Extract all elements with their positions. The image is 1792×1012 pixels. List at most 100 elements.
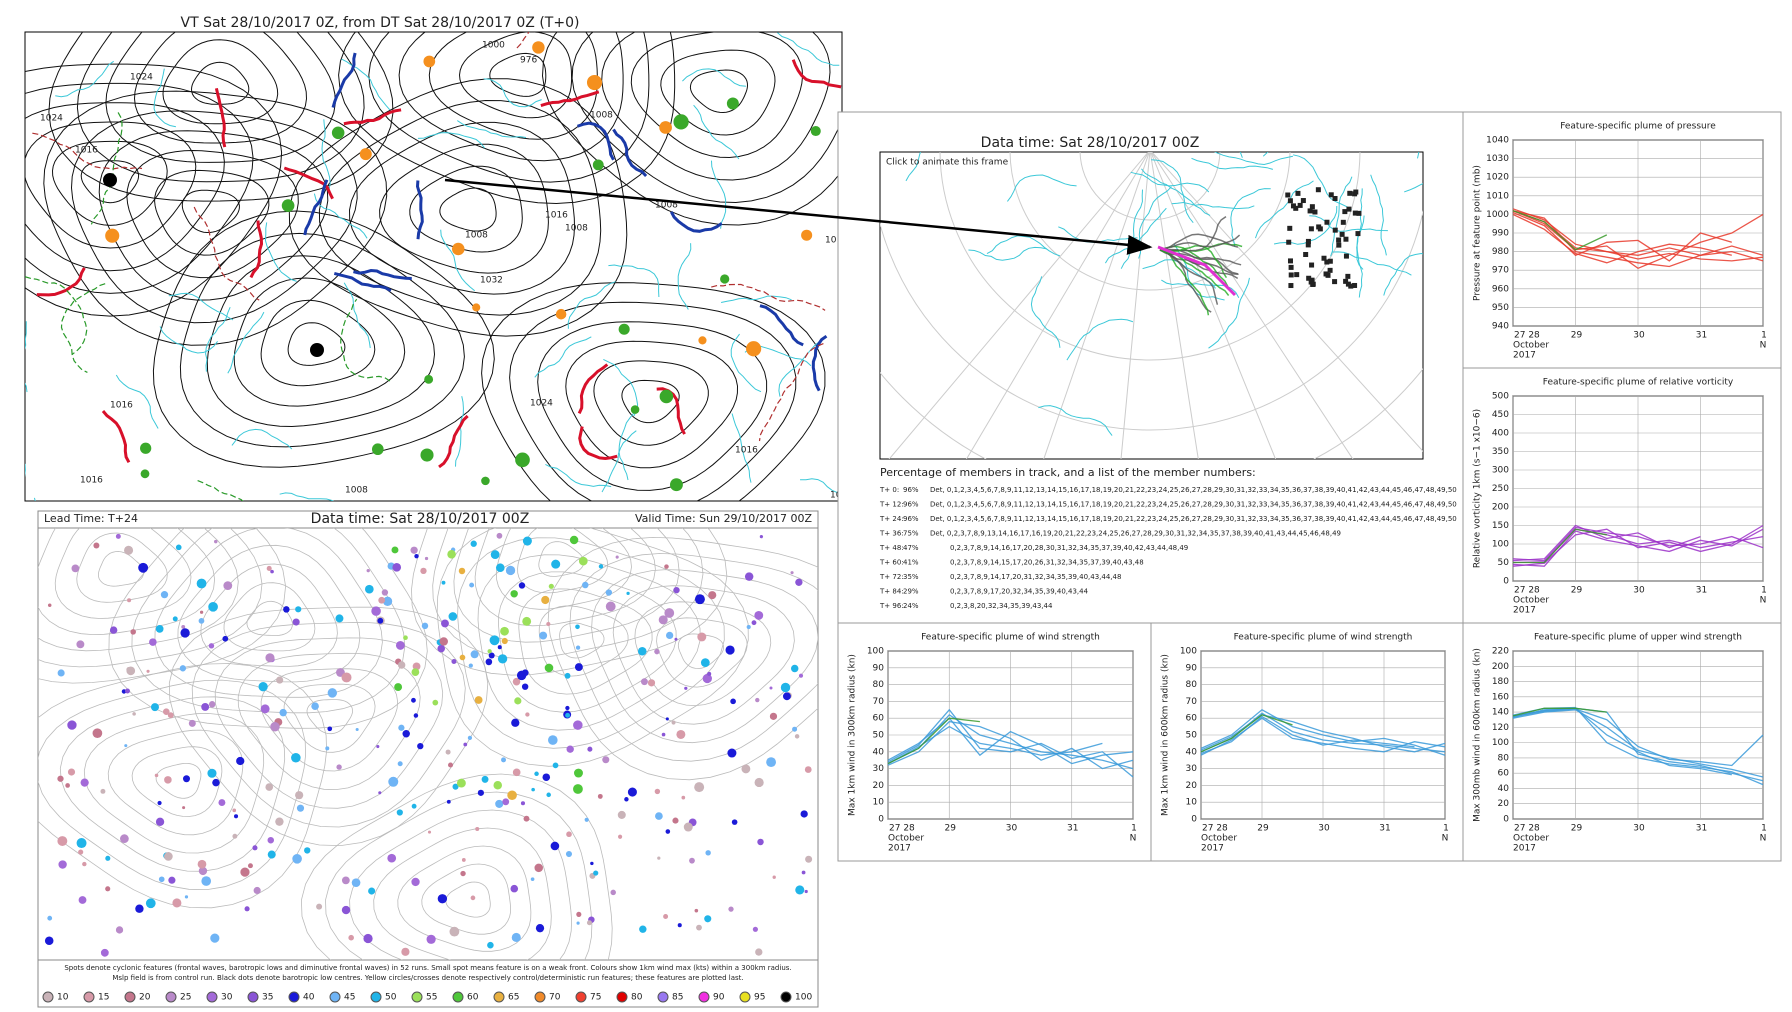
y-tick-label: 1010 bbox=[1486, 191, 1509, 201]
y-tick-label: 300 bbox=[1492, 466, 1509, 476]
feature-dot bbox=[746, 341, 762, 357]
isobar-label: 1008 bbox=[465, 231, 488, 241]
x-tick-label: 31 bbox=[1696, 331, 1707, 341]
feature-spot bbox=[495, 799, 504, 808]
series-line bbox=[1512, 707, 1607, 717]
isobar bbox=[409, 165, 523, 253]
feature-spot bbox=[708, 591, 717, 600]
isobar bbox=[38, 528, 287, 684]
feature-spot bbox=[501, 637, 508, 645]
feature-spot bbox=[270, 569, 274, 574]
y-tick-label: 60 bbox=[1498, 769, 1510, 779]
front bbox=[540, 90, 600, 107]
feature-spot bbox=[132, 712, 136, 716]
front bbox=[214, 87, 227, 148]
feature-spot bbox=[647, 679, 656, 687]
footer-line: Mslp field is from control run. Black do… bbox=[112, 974, 743, 982]
colorbar-swatch bbox=[780, 991, 792, 1003]
track-map-frame[interactable] bbox=[879, 151, 1424, 460]
y-tick-label: 200 bbox=[1492, 662, 1509, 672]
track bbox=[1159, 233, 1239, 251]
track-point bbox=[1328, 192, 1334, 198]
colorbar-swatch bbox=[452, 991, 464, 1003]
feature-dot bbox=[423, 55, 436, 68]
next-month-label: N bbox=[1760, 834, 1767, 844]
isobar bbox=[630, 32, 804, 159]
feature-dot bbox=[618, 323, 630, 335]
feature-spot bbox=[470, 540, 477, 547]
y-tick-label: 160 bbox=[1492, 692, 1509, 702]
feature-spot bbox=[665, 631, 674, 640]
coast bbox=[608, 264, 660, 298]
feature-spot bbox=[392, 563, 402, 572]
feature-spot bbox=[598, 564, 604, 569]
colorbar-swatch bbox=[739, 991, 751, 1003]
feature-spot bbox=[265, 653, 275, 663]
y-tick-label: 400 bbox=[1492, 429, 1509, 439]
track-point bbox=[1343, 278, 1349, 284]
front-line bbox=[197, 480, 244, 501]
feature-spot bbox=[232, 833, 238, 839]
feature-spot bbox=[371, 606, 381, 616]
feature-spot bbox=[752, 926, 758, 932]
footer-line: Spots denote cyclonic features (frontal … bbox=[64, 964, 791, 972]
feature-spot bbox=[497, 645, 502, 650]
feature-spot bbox=[546, 621, 551, 627]
isobar bbox=[458, 32, 573, 119]
coast bbox=[1230, 188, 1271, 248]
feature-spot bbox=[236, 756, 245, 766]
feature-spot bbox=[432, 699, 439, 706]
feature-spot bbox=[590, 861, 594, 866]
y-tick-label: 250 bbox=[1492, 484, 1509, 494]
feature-spot bbox=[145, 898, 156, 909]
feature-spot bbox=[658, 615, 668, 625]
track-point bbox=[1295, 190, 1301, 196]
front-line bbox=[711, 283, 826, 311]
isobar bbox=[677, 633, 725, 669]
chart-title: Feature-specific plume of wind strength bbox=[1234, 633, 1413, 643]
feature-spot bbox=[490, 550, 500, 559]
feature-spot bbox=[542, 773, 551, 782]
graticule bbox=[939, 152, 1361, 361]
track-point bbox=[1305, 242, 1311, 248]
track-point bbox=[1312, 209, 1318, 215]
feature-spot bbox=[794, 734, 800, 739]
feature-spot bbox=[67, 720, 77, 730]
feature-spot bbox=[149, 638, 157, 646]
feature-spot bbox=[640, 678, 648, 686]
feature-dot bbox=[424, 374, 434, 384]
isobar bbox=[48, 32, 394, 202]
y-tick-label: 10 bbox=[1186, 798, 1198, 808]
track-point bbox=[1345, 273, 1351, 279]
isobar bbox=[131, 528, 406, 714]
series-line bbox=[1512, 708, 1764, 767]
low-centre bbox=[103, 173, 117, 187]
feature-spot bbox=[746, 624, 751, 630]
series-line bbox=[887, 717, 1134, 765]
coast bbox=[1309, 215, 1388, 232]
track-point bbox=[1332, 196, 1338, 202]
x-tick-label: 1 bbox=[1761, 586, 1767, 596]
isobar bbox=[453, 528, 680, 643]
feature-spot bbox=[507, 790, 517, 801]
click-hint[interactable]: Click to animate this frame bbox=[886, 158, 1009, 168]
y-tick-label: 500 bbox=[1492, 392, 1509, 402]
feature-spot bbox=[426, 934, 436, 944]
isobar bbox=[489, 52, 547, 97]
feature-spot bbox=[447, 550, 456, 559]
graticule bbox=[965, 152, 1150, 459]
colorbar-label: 25 bbox=[180, 993, 191, 1003]
isobar bbox=[421, 863, 512, 935]
feature-spot bbox=[218, 799, 226, 807]
isobar bbox=[497, 571, 677, 713]
x-tick-label: 1 bbox=[1761, 331, 1767, 341]
feature-spot bbox=[521, 669, 529, 677]
y-tick-label: 20 bbox=[873, 781, 885, 791]
y-tick-label: 1000 bbox=[1486, 210, 1509, 220]
feature-spot bbox=[78, 849, 84, 855]
feature-spot bbox=[780, 682, 791, 693]
feature-spot bbox=[71, 564, 80, 573]
feature-spot bbox=[124, 744, 128, 748]
isobar bbox=[223, 582, 316, 652]
isobar bbox=[411, 528, 728, 676]
